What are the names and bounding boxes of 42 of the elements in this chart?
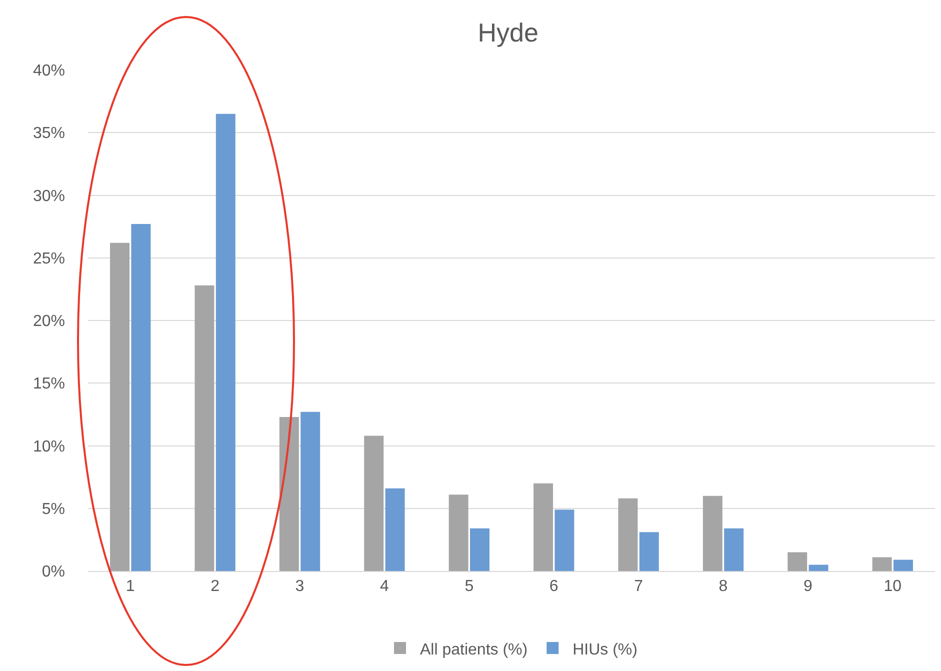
- chart-title: Hyde: [478, 18, 538, 48]
- bar: [279, 416, 299, 571]
- x-tick-label: 5: [464, 578, 474, 596]
- x-tick-label: 6: [549, 578, 558, 596]
- bar: [364, 436, 384, 571]
- x-tick-label: 9: [803, 578, 812, 596]
- bar: [554, 510, 574, 571]
- x-tick-label: 8: [718, 578, 728, 596]
- y-tick-label: 10%: [32, 438, 65, 456]
- x-tick-label: 3: [295, 578, 304, 596]
- bar: [216, 114, 236, 571]
- y-tick-label: 5%: [42, 500, 65, 518]
- x-tick-label: 1: [126, 578, 135, 596]
- bar: [131, 224, 151, 571]
- y-tick-label: 0%: [42, 564, 65, 581]
- bar: [618, 498, 638, 571]
- legend-label: All patients (%): [420, 641, 528, 658]
- bar: [788, 552, 808, 571]
- y-tick-label: 40%: [32, 62, 65, 80]
- bar: [194, 285, 214, 571]
- y-tick-label: 25%: [32, 250, 65, 268]
- bar: [448, 494, 468, 571]
- y-tick-label: 35%: [32, 125, 65, 142]
- bar: [534, 483, 553, 571]
- x-tick-label: 10: [884, 578, 902, 596]
- bar: [872, 557, 892, 571]
- bar: [300, 412, 320, 571]
- bar: [702, 496, 722, 571]
- bar: [385, 488, 405, 571]
- bar: [470, 528, 490, 571]
- bar: [808, 564, 828, 571]
- bar: [724, 528, 744, 571]
- legend-label: HIUs (%): [572, 641, 638, 658]
- bar: [639, 532, 659, 571]
- x-tick-label: 2: [210, 578, 220, 596]
- bar: [110, 242, 130, 571]
- y-tick-label: 20%: [32, 313, 65, 330]
- x-tick-label: 7: [634, 578, 644, 596]
- y-tick-label: 15%: [32, 376, 65, 393]
- bar: [894, 560, 913, 571]
- x-tick-label: 4: [380, 578, 389, 596]
- y-tick-label: 30%: [32, 188, 65, 205]
